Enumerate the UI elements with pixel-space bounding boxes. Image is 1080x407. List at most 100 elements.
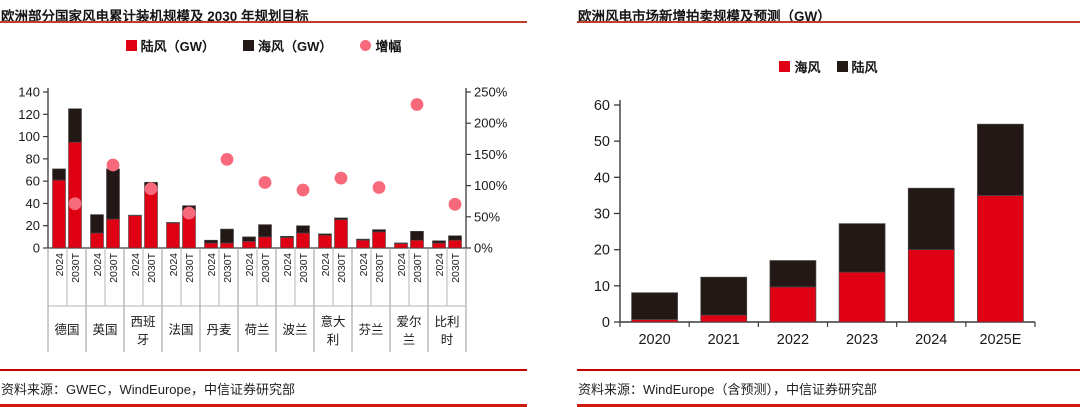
year-category-label: 2020	[638, 332, 670, 348]
offshore-bar-segment	[356, 238, 370, 241]
country-label: 法国	[168, 323, 193, 337]
year-tick-label: 2030T	[184, 252, 196, 282]
year-category-label: 2021	[708, 332, 740, 348]
legend-label: 海风（GW）	[257, 38, 333, 54]
left-chart-bars	[52, 108, 462, 249]
onshore-bar-segment	[334, 219, 348, 249]
year-category-label: 2025E	[979, 332, 1021, 348]
series-swatch-icon	[242, 39, 254, 51]
onshore-bar-segment	[220, 242, 234, 249]
left-bottom-rule	[0, 404, 527, 407]
growth-dot	[448, 197, 462, 211]
onshore-bar-segment	[106, 218, 120, 249]
series-swatch-icon	[125, 39, 137, 51]
offshore-bar-segment	[838, 271, 886, 323]
left-yaxis-tick-label: 80	[26, 151, 40, 166]
offshore-bar-segment	[204, 239, 218, 244]
year-tick-label: 2030T	[298, 252, 310, 282]
onshore-bar-segment	[372, 231, 386, 249]
country-label: 丹麦	[206, 323, 232, 337]
growth-dot	[258, 176, 272, 189]
right-chart-yaxis-tick-label: 10	[594, 279, 610, 295]
country-label: 意大	[320, 314, 345, 329]
offshore-bar-segment	[258, 224, 272, 238]
country-label: 比利	[434, 315, 459, 329]
right-yaxis-tick-label: 50%	[474, 209, 500, 224]
year-tick-label: 2024	[396, 253, 408, 277]
offshore-bar-segment	[907, 249, 955, 323]
right-source-rule	[577, 369, 1080, 371]
onshore-bar-segment	[631, 292, 678, 320]
country-label: 兰	[403, 333, 416, 347]
offshore-bar-segment	[166, 222, 180, 224]
left-yaxis-tick-label: 120	[18, 107, 40, 122]
offshore-bar-segment	[410, 230, 424, 241]
offshore-bar-segment	[700, 314, 748, 323]
year-tick-label: 2024	[130, 253, 142, 277]
country-label: 牙	[137, 333, 150, 347]
year-category-label: 2023	[846, 332, 878, 348]
onshore-bar-segment	[356, 239, 370, 249]
onshore-bar-segment	[258, 236, 272, 249]
offshore-bar-segment	[394, 242, 408, 244]
offshore-bar-segment	[769, 286, 817, 323]
offshore-bar-segment	[52, 168, 66, 181]
country-label: 德国	[54, 322, 79, 337]
onshore-bar-segment	[318, 234, 332, 249]
offshore-bar-segment	[448, 235, 462, 241]
country-label: 荷兰	[244, 323, 269, 337]
legend-item: 海风	[779, 57, 821, 76]
year-tick-label: 2030T	[412, 252, 424, 282]
growth-dot	[410, 98, 424, 111]
left-yaxis-tick-label: 20	[26, 218, 40, 233]
onshore-bar-segment	[166, 222, 180, 249]
growth-dot	[220, 152, 234, 166]
legend-item: 海风（GW）	[242, 36, 333, 55]
growth-dot	[334, 171, 348, 185]
year-tick-label: 2024	[434, 253, 446, 277]
growth-dot	[144, 182, 158, 196]
right-yaxis-tick-label: 100%	[474, 178, 508, 193]
onshore-bar-segment	[432, 242, 446, 249]
legend-label: 海风	[794, 59, 821, 75]
onshore-bar-segment	[700, 276, 748, 316]
offshore-bar-segment	[242, 236, 256, 242]
country-label: 波兰	[282, 323, 307, 337]
right-chart-title: 欧洲风电市场新增拍卖规模及预测（GW）	[578, 9, 831, 24]
legend-item: 陆风（GW）	[125, 36, 215, 55]
offshore-bar-segment	[318, 233, 332, 236]
legend-label: 增幅	[375, 38, 402, 54]
legend-item: 陆风	[836, 57, 878, 76]
year-category-label: 2022	[777, 332, 809, 348]
offshore-bar-segment	[128, 214, 142, 216]
left-yaxis-tick-label: 40	[26, 196, 40, 211]
growth-dot	[106, 158, 120, 172]
growth-dot	[296, 183, 310, 197]
year-tick-label: 2024	[206, 253, 218, 277]
onshore-bar-segment	[128, 215, 142, 249]
onshore-bar-segment	[977, 123, 1024, 196]
right-chart-yaxis-tick-label: 40	[594, 170, 610, 186]
legend-label: 陆风	[851, 59, 878, 75]
left-chart-title: 欧洲部分国家风电累计装机规模及 2030 年规划目标	[1, 9, 309, 24]
offshore-bar-segment	[106, 168, 120, 220]
offshore-bar-segment	[296, 225, 310, 234]
right-yaxis-tick-label: 200%	[474, 116, 508, 131]
left-chart-axis-labels: 2024 2030T 德国 2024 2030T 英国 2024 2030T 西班牙 2024 20…	[47, 248, 467, 352]
year-tick-label: 2024	[92, 253, 104, 277]
year-tick-label: 2030T	[374, 252, 386, 282]
right-chart-yaxis-tick-label: 30	[594, 207, 610, 223]
country-label: 芬兰	[358, 323, 383, 337]
legend-item: 增幅	[360, 36, 401, 55]
country-label: 时	[441, 333, 454, 347]
growth-dot	[68, 197, 82, 211]
left-yaxis-tick-label: 100	[18, 129, 40, 144]
onshore-bar-segment	[90, 232, 104, 249]
onshore-bar-segment	[410, 239, 424, 249]
year-tick-label: 2030T	[108, 252, 120, 282]
offshore-bar-segment	[631, 319, 678, 323]
year-tick-label: 2024	[168, 253, 180, 277]
year-tick-label: 2030T	[70, 252, 82, 282]
